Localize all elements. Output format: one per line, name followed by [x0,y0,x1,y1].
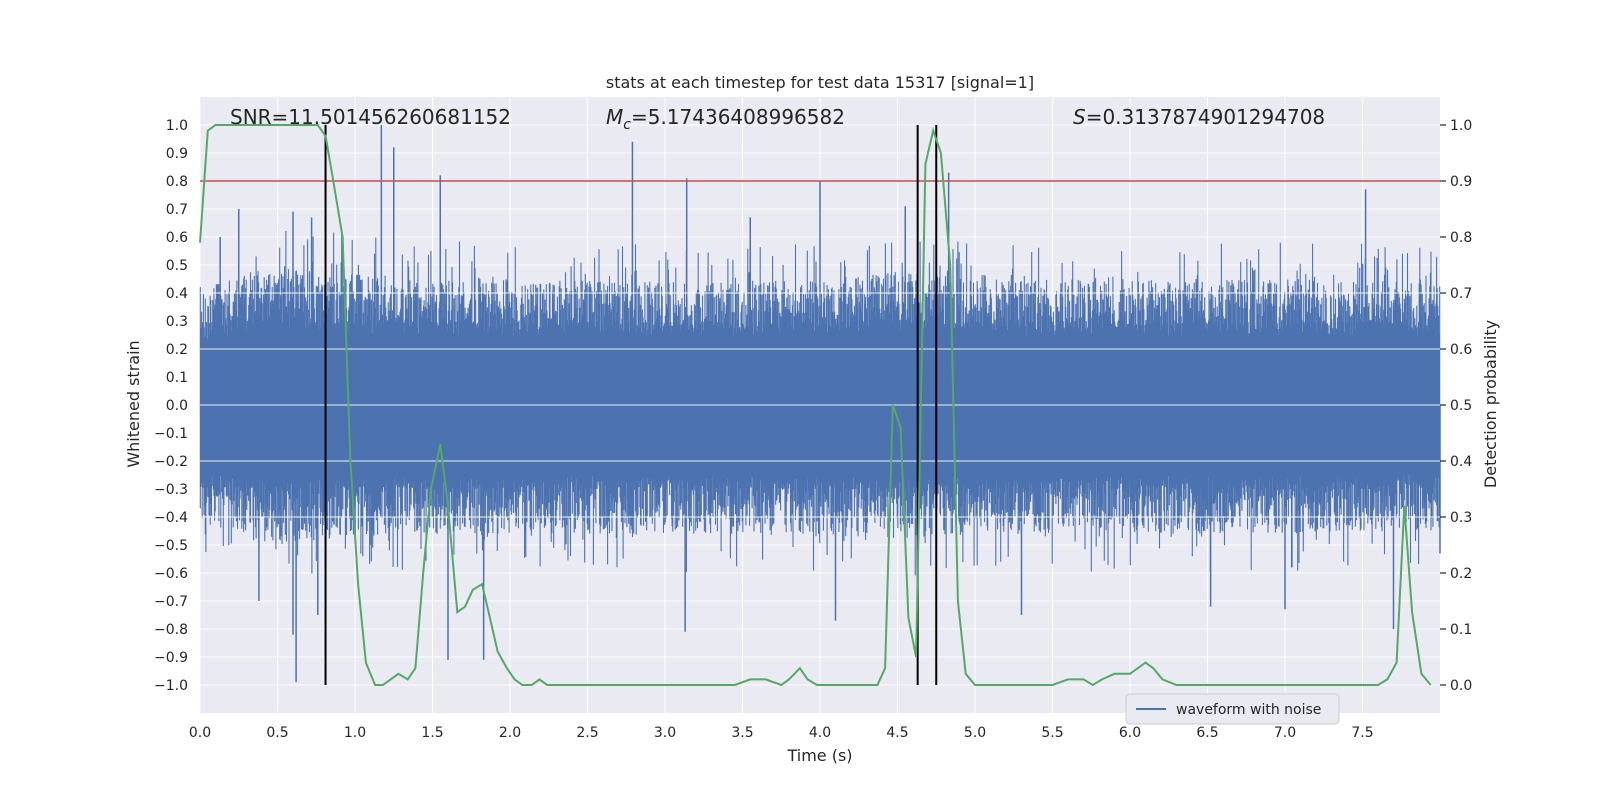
legend-box [1125,693,1340,725]
x-tick-label: 4.0 [809,725,831,741]
y-right-tick-label: 0.8 [1450,230,1472,246]
legend: waveform with noise [1125,693,1340,725]
y-left-tick-label: −0.2 [154,454,188,470]
y-left-tick-label: −0.1 [154,426,188,442]
y-left-tick-label: 0.9 [166,146,188,162]
y-left-tick-label: −0.8 [154,622,188,638]
y-left-axis-ticks: 1.0 0.9 0.8 0.7 0.6 0.5 0.4 0.3 0.2 0.1 0.0 −0.1 −0.… [154,118,188,694]
x-axis-ticks: 0.0 0.5 1.0 1.5 2.0 2.5 3.0 3.5 4.0 4.5 5.0 5.5 6.0 6… [189,725,1374,741]
y-right-tick-label: 0.4 [1450,454,1472,470]
mc-value: =5.17436408996582 [631,105,845,129]
y-left-tick-label: 0.4 [166,286,188,302]
y-left-tick-label: −0.9 [154,650,188,666]
x-tick-label: 5.5 [1041,725,1063,741]
x-tick-label: 1.5 [421,725,443,741]
y-right-tick-label: 1.0 [1450,118,1472,134]
chart-title: stats at each timestep for test data 153… [606,73,1034,92]
y-left-tick-label: 0.2 [166,342,188,358]
y-right-tick-label: 0.1 [1450,622,1472,638]
y-left-tick-label: −0.6 [154,566,188,582]
y-right-axis-label: Detection probability [1481,320,1500,488]
x-tick-label: 3.5 [731,725,753,741]
s-statistic-annotation: S=0.3137874901294708 [1073,105,1325,129]
x-tick-label: 2.5 [576,725,598,741]
probability-line [199,124,1432,687]
x-tick-label: 4.5 [886,725,908,741]
y-left-tick-label: 0.0 [166,398,188,414]
y-right-tick-label: 0.5 [1450,398,1472,414]
y-left-tick-label: −0.5 [154,538,188,554]
x-tick-label: 2.0 [499,725,521,741]
mc-subscript: c [623,117,631,133]
x-tick-label: 0.0 [189,725,211,741]
s-value: =0.3137874901294708 [1086,105,1325,129]
y-left-tick-label: 0.8 [166,174,188,190]
y-left-tick-label: 1.0 [166,118,188,134]
x-tick-label: 0.5 [266,725,288,741]
y-left-tick-label: 0.1 [166,370,188,386]
snr-annotation: SNR=11.501456260681152 [230,105,511,129]
x-axis-label: Time (s) [786,746,852,765]
y-left-tick-label: 0.7 [166,202,188,218]
legend-label: waveform with noise [1176,702,1321,718]
y-left-tick-label: −0.4 [154,510,188,526]
chirp-mass-annotation: Mc=5.17436408996582 [606,105,845,133]
x-tick-label: 7.0 [1274,725,1296,741]
waveform-series [199,125,1441,683]
y-right-tick-label: 0.3 [1450,510,1472,526]
y-right-tick-label: 0.6 [1450,342,1472,358]
y-left-axis-label: Whitened strain [124,340,143,467]
s-symbol: S [1073,105,1086,129]
y-left-tick-label: −0.7 [154,594,188,610]
y-right-tick-label: 0.7 [1450,286,1472,302]
y-left-tick-label: −1.0 [154,678,188,694]
y-left-tick-label: 0.3 [166,314,188,330]
y-right-tick-label: 0.0 [1450,678,1472,694]
x-tick-label: 6.5 [1196,725,1218,741]
x-tick-label: 7.5 [1351,725,1373,741]
y-left-tick-label: −0.3 [154,482,188,498]
y-right-tick-label: 0.9 [1450,174,1472,190]
y-left-tick-label: 0.5 [166,258,188,274]
mc-symbol: M [606,105,623,129]
probability-series [199,124,1432,687]
x-tick-label: 6.0 [1119,725,1141,741]
x-tick-label: 5.0 [964,725,986,741]
y-right-axis-ticks: 1.0 0.9 0.8 0.7 0.6 0.5 0.4 0.3 0.2 0.1 0.0 [1440,118,1472,694]
y-right-tick-label: 0.2 [1450,566,1472,582]
x-tick-label: 1.0 [344,725,366,741]
x-tick-label: 3.0 [654,725,676,741]
y-left-tick-label: 0.6 [166,230,188,246]
